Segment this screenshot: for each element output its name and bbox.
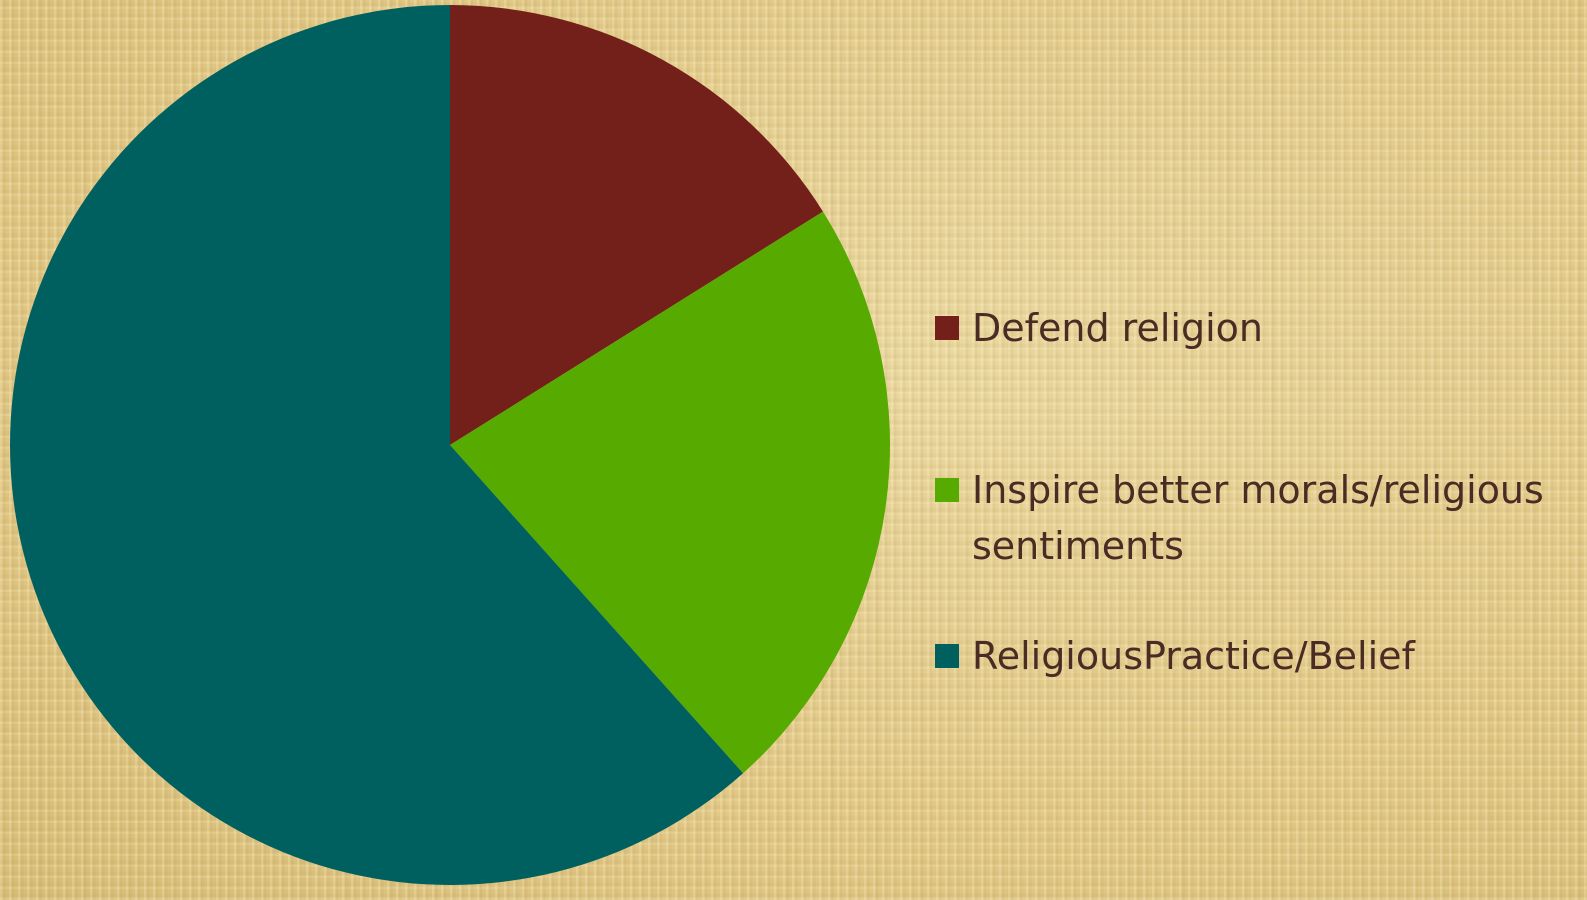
legend-item-defend-religion: Defend religion xyxy=(935,300,1575,356)
legend-label-defend-religion: Defend religion xyxy=(972,306,1263,350)
legend-item-inspire-morals: Inspire better morals/religious sentiment… xyxy=(935,462,1575,574)
pie-chart xyxy=(10,5,890,885)
legend-item-religious-practice: ReligiousPractice/Belief xyxy=(935,628,1575,684)
legend-swatch-religious-practice xyxy=(935,644,959,668)
pie-slice-religious-practice xyxy=(10,5,744,885)
legend-label-religious-practice: ReligiousPractice/Belief xyxy=(972,634,1415,678)
legend-swatch-inspire-morals xyxy=(935,478,959,502)
pie-slice-defend-religion xyxy=(450,5,823,445)
pie-slice-inspire-morals xyxy=(450,211,890,774)
legend-label-inspire-morals: Inspire better morals/religious sentiment… xyxy=(972,468,1544,568)
legend-swatch-defend-religion xyxy=(935,316,959,340)
